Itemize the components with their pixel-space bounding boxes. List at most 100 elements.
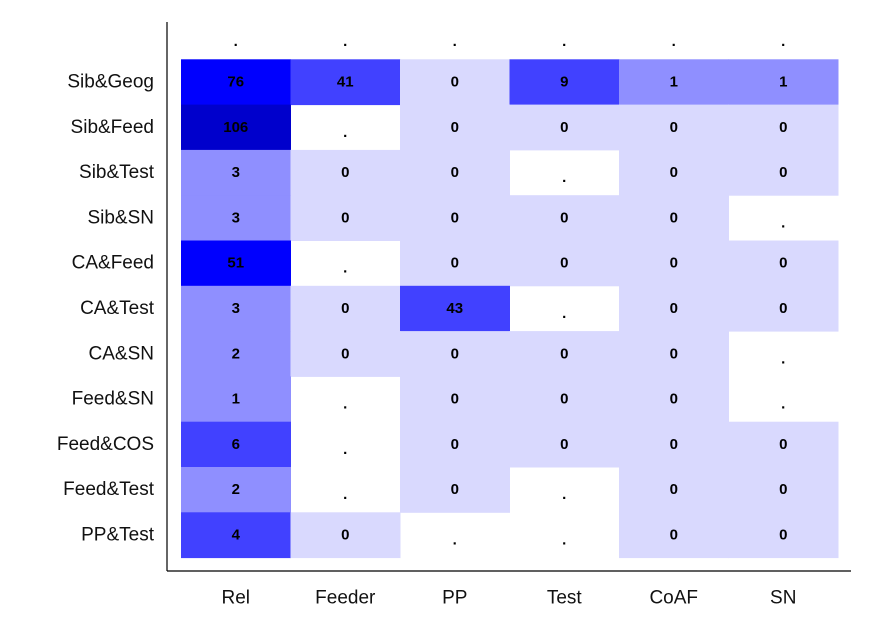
missing-value-label: . — [343, 486, 347, 503]
cell-value-label: 0 — [670, 436, 678, 453]
cell-value-label: 41 — [337, 73, 354, 90]
heatmap-cell — [728, 149, 839, 196]
heatmap-cell — [290, 512, 401, 559]
heatmap-cell — [509, 104, 620, 151]
heatmap-cell — [728, 285, 839, 332]
heatmap-cell — [619, 104, 729, 151]
column-labels: Rel Feeder PP Test CoAF SN — [221, 588, 796, 609]
missing-value-label: . — [781, 33, 785, 50]
heatmap-cell — [400, 195, 510, 241]
cell-value-label: 0 — [341, 209, 349, 226]
column-label: PP — [442, 588, 467, 609]
missing-value-label: . — [343, 33, 347, 50]
heatmap-cell — [181, 512, 291, 559]
column-label: SN — [770, 588, 796, 609]
cell-value-label: 0 — [451, 391, 459, 408]
heatmap-cell — [181, 240, 291, 287]
cell-value-label: 0 — [670, 255, 678, 272]
heatmap-cell — [181, 195, 291, 241]
cell-value-label: 1 — [670, 73, 678, 90]
heatmap-cell — [619, 149, 729, 196]
heatmap-cell — [619, 376, 729, 423]
heatmap-cell — [400, 285, 510, 332]
cell-value-label: 2 — [232, 345, 240, 362]
heatmap-cell — [728, 512, 839, 559]
cell-value-label: 0 — [670, 209, 678, 226]
heatmap-cell — [290, 59, 401, 106]
heatmap-cell — [400, 240, 510, 287]
heatmap-cell — [181, 421, 291, 468]
cell-value-label: 0 — [670, 300, 678, 317]
cell-value-label: 0 — [779, 436, 787, 453]
heatmap-cell — [509, 331, 620, 377]
cell-value-label: 0 — [670, 481, 678, 498]
heatmap-cell — [509, 240, 620, 287]
row-label: Sib&Geog — [67, 71, 154, 92]
cell-value-label: 4 — [232, 526, 241, 543]
cell-value-label: 0 — [451, 255, 459, 272]
heatmap-cell — [509, 376, 620, 423]
cell-value-label: 0 — [451, 73, 459, 90]
heatmap-cell — [181, 104, 291, 151]
row-label: Feed&SN — [72, 389, 154, 410]
column-label: Test — [547, 588, 583, 609]
cell-value-label: 0 — [560, 209, 568, 226]
missing-value-label: . — [562, 169, 566, 186]
cell-value-label: 2 — [232, 481, 240, 498]
cell-value-label: 9 — [560, 73, 568, 90]
heatmap-cell — [400, 421, 510, 468]
cell-value-label: 0 — [451, 481, 459, 498]
heatmap-cell — [728, 59, 839, 106]
cell-value-label: 0 — [341, 526, 349, 543]
cell-value-label: 0 — [779, 526, 787, 543]
heatmap-cell — [619, 285, 729, 332]
heatmap-cell — [619, 512, 729, 559]
heatmap-cell — [619, 59, 729, 106]
cell-value-label: 3 — [232, 300, 240, 317]
cell-value-label: 0 — [451, 164, 459, 181]
missing-value-label: . — [562, 305, 566, 322]
cell-value-label: 0 — [670, 391, 678, 408]
cell-value-label: 76 — [227, 73, 244, 90]
missing-value-label: . — [343, 441, 347, 458]
heatmap-cell — [181, 331, 291, 377]
cell-value-label: 1 — [232, 391, 240, 408]
heatmap-cell — [400, 467, 510, 513]
heatmap-cell — [290, 149, 401, 196]
heatmap-cell — [181, 467, 291, 513]
heatmap-cell — [400, 59, 510, 106]
missing-value-label: . — [781, 214, 785, 231]
cell-value-label: 0 — [341, 300, 349, 317]
missing-value-label: . — [562, 33, 566, 50]
heatmap-cell — [728, 240, 839, 287]
row-label: Sib&Test — [79, 162, 155, 183]
cell-value-label: 3 — [232, 209, 240, 226]
cell-value-label: 0 — [779, 164, 787, 181]
cell-value-label: 0 — [451, 436, 459, 453]
missing-value-label: . — [453, 33, 457, 50]
row-label: CA&Feed — [72, 253, 154, 274]
row-label: Feed&Test — [63, 479, 155, 500]
heatmap-cell — [728, 467, 839, 513]
cell-value-label: 1 — [779, 73, 787, 90]
missing-value-label: . — [343, 260, 347, 277]
cell-value-label: 0 — [670, 164, 678, 181]
row-label: PP&Test — [81, 524, 155, 545]
heatmap-cell — [619, 240, 729, 287]
column-label: CoAF — [649, 588, 698, 609]
heatmap-cell — [400, 149, 510, 196]
cell-value-label: 0 — [779, 300, 787, 317]
cell-value-label: 0 — [560, 391, 568, 408]
cell-value-label: 0 — [670, 526, 678, 543]
cell-value-label: 0 — [341, 164, 349, 181]
missing-value-label: . — [781, 396, 785, 413]
cell-value-label: 0 — [451, 209, 459, 226]
row-label: Feed&COS — [57, 434, 154, 455]
cell-value-label: 3 — [232, 164, 240, 181]
heatmap-cell — [619, 195, 729, 241]
heatmap-cell — [619, 331, 729, 377]
heatmap-cell — [509, 421, 620, 468]
missing-value-label: . — [562, 531, 566, 548]
heatmap-cell — [290, 331, 401, 377]
